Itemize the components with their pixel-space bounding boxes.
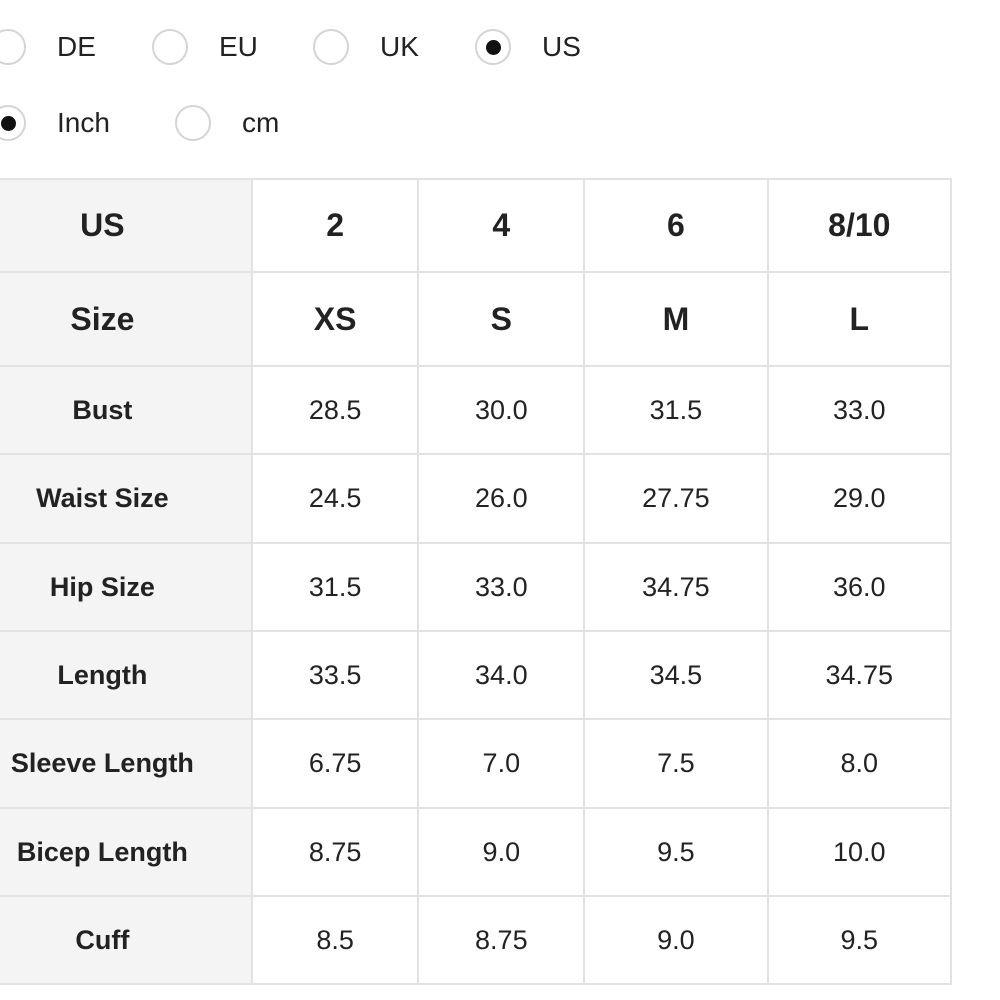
radio-label[interactable]: Inch bbox=[57, 107, 110, 138]
radio-button[interactable] bbox=[152, 29, 188, 65]
table-cell: 28.5 bbox=[250, 365, 420, 455]
radio-label[interactable]: UK bbox=[380, 31, 419, 62]
radio-button[interactable] bbox=[0, 29, 26, 65]
table-cell: 33.0 bbox=[417, 542, 586, 632]
table-cell: 6.75 bbox=[250, 718, 420, 809]
table-cell: 4 bbox=[417, 178, 586, 273]
table-cell: 26.0 bbox=[417, 453, 586, 544]
table-cell: 24.5 bbox=[250, 453, 420, 544]
table-row: Cuff 8.5 8.75 9.0 9.5 bbox=[0, 895, 953, 985]
table-cell: 7.0 bbox=[417, 718, 586, 809]
table-cell: M bbox=[583, 271, 769, 367]
row-header: Hip Size bbox=[0, 542, 253, 632]
table-cell: 33.0 bbox=[766, 365, 953, 455]
table-cell: 8.0 bbox=[766, 718, 953, 809]
table-cell: 31.5 bbox=[250, 542, 420, 632]
row-header: Size bbox=[0, 271, 253, 367]
table-cell: 34.5 bbox=[583, 630, 769, 720]
radio-button[interactable] bbox=[175, 105, 211, 141]
row-header: US bbox=[0, 178, 253, 273]
table-row: Bust 28.5 30.0 31.5 33.0 bbox=[0, 365, 953, 455]
radio-label[interactable]: DE bbox=[57, 31, 96, 62]
table-cell: 9.0 bbox=[417, 807, 586, 897]
radio-button[interactable] bbox=[313, 29, 349, 65]
table-cell: 33.5 bbox=[250, 630, 420, 720]
table-cell: 31.5 bbox=[583, 365, 769, 455]
row-header: Length bbox=[0, 630, 253, 720]
radio-label[interactable]: EU bbox=[219, 31, 258, 62]
table-row: Waist Size 24.5 26.0 27.75 29.0 bbox=[0, 453, 953, 544]
table-cell: 8.5 bbox=[250, 895, 420, 985]
table-cell: 34.0 bbox=[417, 630, 586, 720]
row-header: Sleeve Length bbox=[0, 718, 253, 809]
table-cell: 2 bbox=[250, 178, 420, 273]
table-row: Length 33.5 34.0 34.5 34.75 bbox=[0, 630, 953, 720]
radio-label[interactable]: US bbox=[542, 31, 581, 62]
table-row: Bicep Length 8.75 9.0 9.5 10.0 bbox=[0, 807, 953, 897]
table-cell: 8.75 bbox=[417, 895, 586, 985]
table-cell: 9.5 bbox=[583, 807, 769, 897]
table-cell: 8/10 bbox=[766, 178, 953, 273]
table-cell: 36.0 bbox=[766, 542, 953, 632]
table-row: Hip Size 31.5 33.0 34.75 36.0 bbox=[0, 542, 953, 632]
table-cell: XS bbox=[250, 271, 420, 367]
row-header: Bicep Length bbox=[0, 807, 253, 897]
table-cell: 34.75 bbox=[583, 542, 769, 632]
table-cell: 10.0 bbox=[766, 807, 953, 897]
table-cell: 9.0 bbox=[583, 895, 769, 985]
row-header: Bust bbox=[0, 365, 253, 455]
table-cell: 29.0 bbox=[766, 453, 953, 544]
table-cell: 9.5 bbox=[766, 895, 953, 985]
table-cell: 6 bbox=[583, 178, 769, 273]
table-cell: L bbox=[766, 271, 953, 367]
size-table: US 2 4 6 8/10 Size XS S M L Bust 28.5 30.0 31.5 33.0 Wa… bbox=[0, 178, 953, 985]
table-cell: 27.75 bbox=[583, 453, 769, 544]
row-header: Cuff bbox=[0, 895, 253, 985]
row-header: Waist Size bbox=[0, 453, 253, 544]
radio-button[interactable] bbox=[0, 105, 26, 141]
table-cell: 8.75 bbox=[250, 807, 420, 897]
table-cell: 34.75 bbox=[766, 630, 953, 720]
table-cell: 7.5 bbox=[583, 718, 769, 809]
table-cell: S bbox=[417, 271, 586, 367]
radio-label[interactable]: cm bbox=[242, 107, 280, 138]
table-row: Sleeve Length 6.75 7.0 7.5 8.0 bbox=[0, 718, 953, 809]
table-cell: 30.0 bbox=[417, 365, 586, 455]
table-row: Size XS S M L bbox=[0, 271, 953, 367]
radio-button[interactable] bbox=[475, 29, 511, 65]
table-row: US 2 4 6 8/10 bbox=[0, 178, 953, 273]
